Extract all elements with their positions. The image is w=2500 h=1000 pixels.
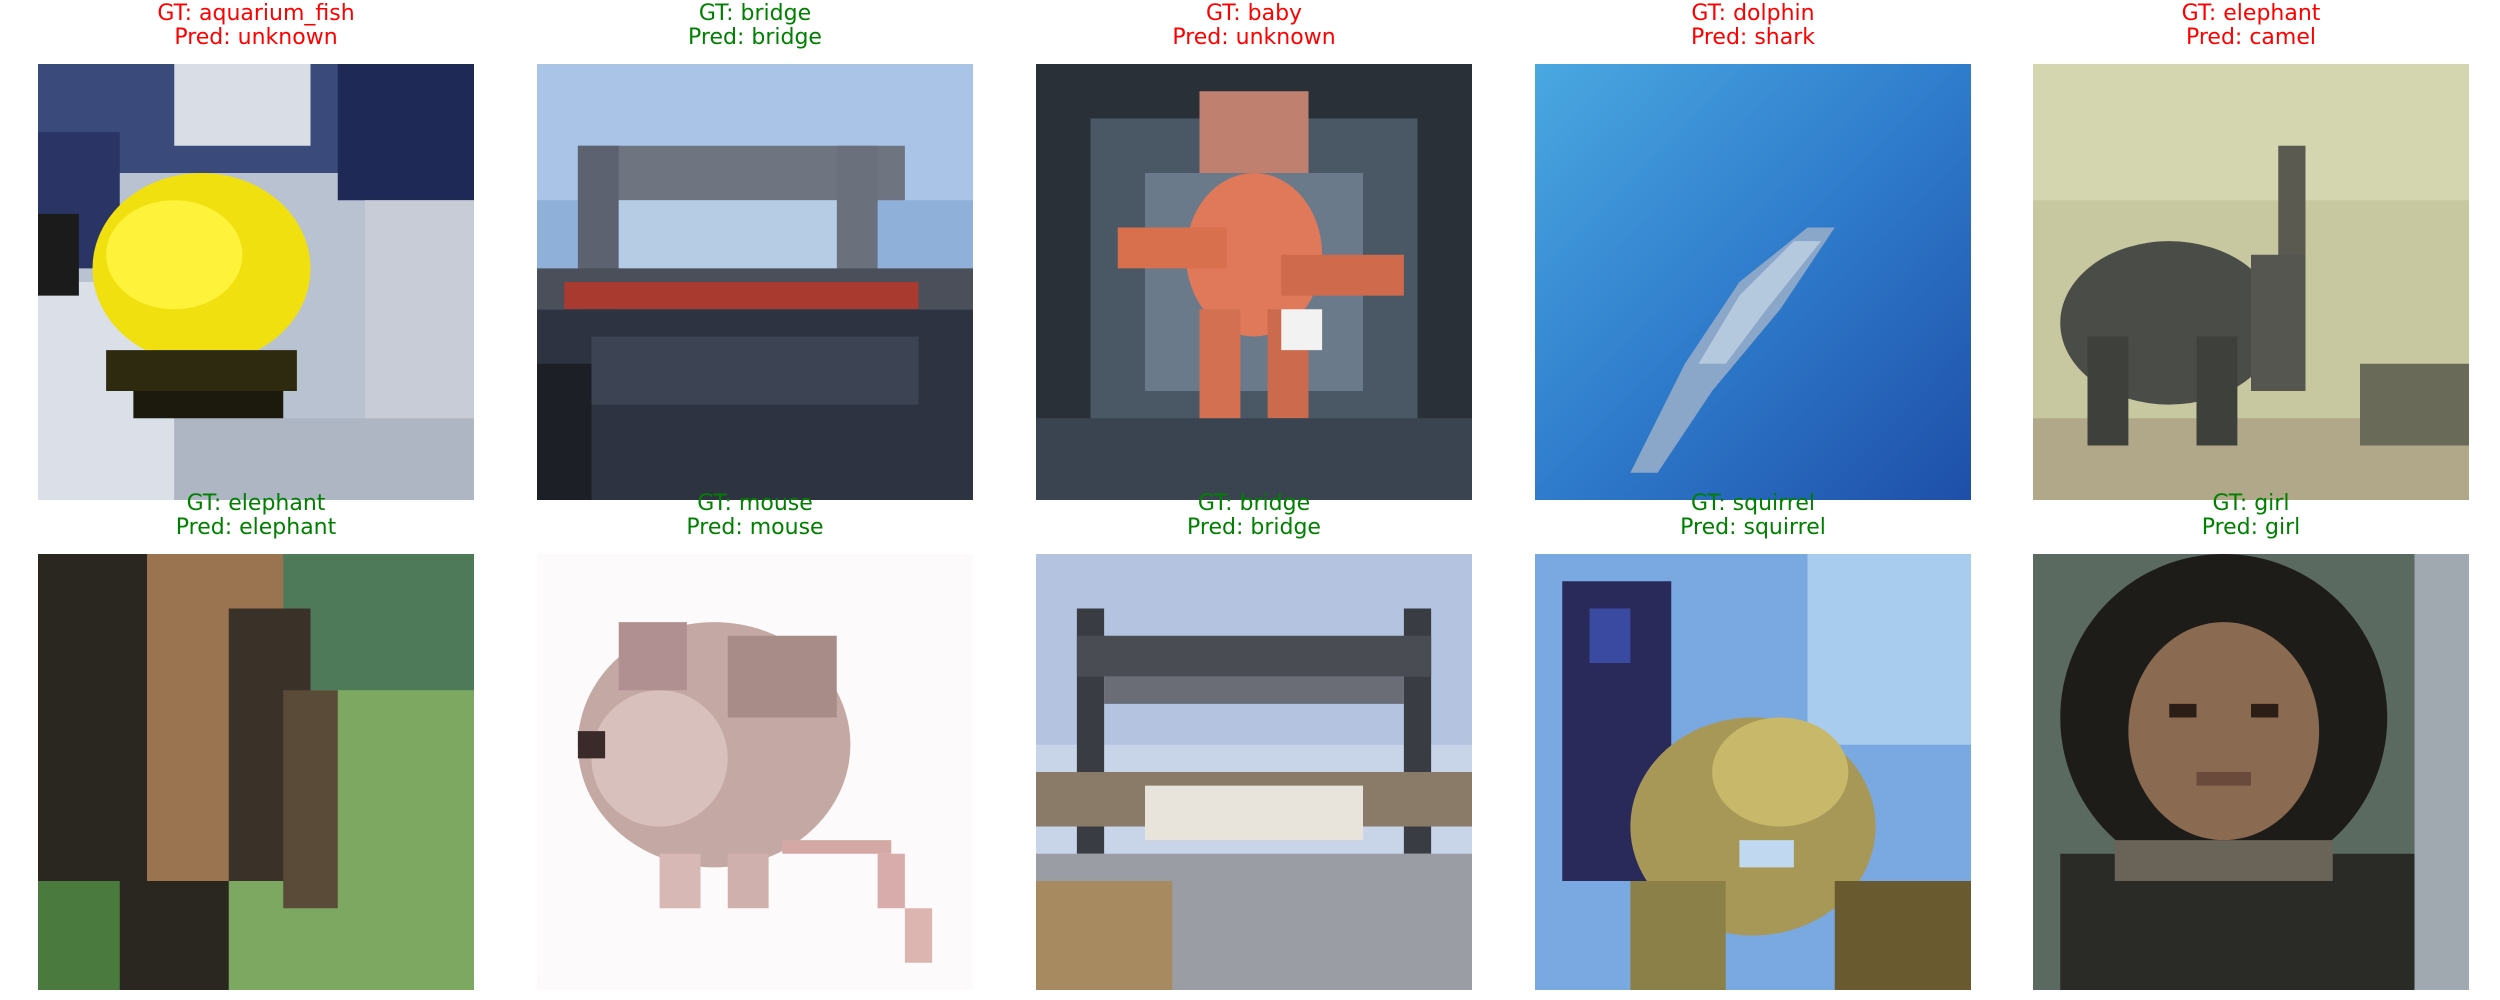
cell-title: GT: dolphin Pred: shark (1535, 2, 1971, 50)
prediction-label: Pred: bridge (688, 25, 822, 50)
prediction-label: Pred: camel (2185, 25, 2316, 50)
octopus-like-photo (1036, 64, 1472, 500)
ground-truth-label: GT: baby (1205, 1, 1303, 26)
squirrel-photo (1535, 554, 1971, 990)
grid-cell-7: GT: bridge Pred: bridge (1036, 0, 1472, 1000)
ground-truth-label: GT: squirrel (1690, 491, 1816, 516)
ground-truth-label: GT: girl (2212, 491, 2290, 516)
ground-truth-label: GT: aquarium_fish (157, 1, 355, 26)
grid-cell-5: GT: elephant Pred: elephant (38, 0, 474, 1000)
cell-title: GT: bridge Pred: bridge (1036, 492, 1472, 540)
ground-truth-label: GT: bridge (1197, 491, 1311, 516)
cell-title: GT: elephant Pred: elephant (38, 492, 474, 540)
prediction-label: Pred: girl (2201, 515, 2301, 540)
prediction-label: Pred: elephant (175, 515, 337, 540)
cell-title: GT: baby Pred: unknown (1036, 2, 1472, 50)
grid-cell-2: GT: baby Pred: unknown (1036, 0, 1472, 1000)
ground-truth-label: GT: mouse (697, 491, 813, 516)
bridge-photo (537, 64, 973, 500)
grid-cell-9: GT: girl Pred: girl (2033, 0, 2469, 1000)
ground-truth-label: GT: dolphin (1691, 1, 1815, 26)
grid-cell-0: GT: aquarium_fish Pred: unknown (38, 0, 474, 1000)
prediction-label: Pred: mouse (686, 515, 824, 540)
elephant-closeup-photo (38, 554, 474, 990)
grid-cell-4: GT: elephant Pred: camel (2033, 0, 2469, 1000)
elephant-field-photo (2033, 64, 2469, 500)
cell-title: GT: aquarium_fish Pred: unknown (38, 2, 474, 50)
grid-cell-8: GT: squirrel Pred: squirrel (1535, 0, 1971, 1000)
ground-truth-label: GT: elephant (2181, 1, 2321, 26)
cell-title: GT: squirrel Pred: squirrel (1535, 492, 1971, 540)
cell-title: GT: bridge Pred: bridge (537, 2, 973, 50)
cell-title: GT: elephant Pred: camel (2033, 2, 2469, 50)
prediction-label: Pred: bridge (1187, 515, 1321, 540)
prediction-label: Pred: unknown (1172, 25, 1336, 50)
mouse-white-bg-photo (537, 554, 973, 990)
grid-cell-6: GT: mouse Pred: mouse (537, 0, 973, 1000)
cell-title: GT: girl Pred: girl (2033, 492, 2469, 540)
yellow-fish-photo (38, 64, 474, 500)
ground-truth-label: GT: bridge (698, 1, 812, 26)
grid-cell-1: GT: bridge Pred: bridge (537, 0, 973, 1000)
prediction-label: Pred: shark (1690, 25, 1816, 50)
ground-truth-label: GT: elephant (186, 491, 326, 516)
prediction-label: Pred: unknown (174, 25, 338, 50)
grid-cell-3: GT: dolphin Pred: shark (1535, 0, 1971, 1000)
prediction-label: Pred: squirrel (1680, 515, 1826, 540)
dolphin-underwater-photo (1535, 64, 1971, 500)
cell-title: GT: mouse Pred: mouse (537, 492, 973, 540)
lift-bridge-photo (1036, 554, 1472, 990)
girl-portrait-photo (2033, 554, 2469, 990)
